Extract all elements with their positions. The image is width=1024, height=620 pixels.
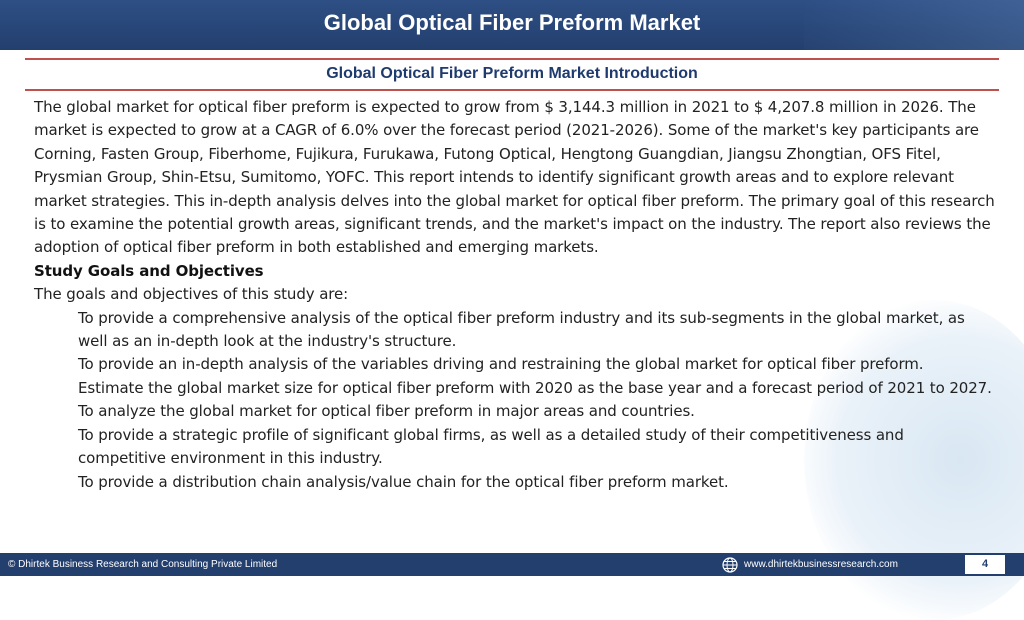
- website-url: www.dhirtekbusinessresearch.com: [744, 559, 898, 570]
- goal-item: To provide an in-depth analysis of the v…: [78, 355, 924, 374]
- goals-list: To provide a comprehensive analysis of t…: [34, 307, 996, 494]
- slide-footer: © Dhirtek Business Research and Consulti…: [0, 553, 1024, 576]
- slide-header: Global Optical Fiber Preform Market: [0, 0, 1024, 50]
- website-link[interactable]: www.dhirtekbusinessresearch.com: [722, 553, 898, 576]
- goals-intro: The goals and objectives of this study a…: [34, 285, 349, 304]
- section-subtitle: Global Optical Fiber Preform Market Intr…: [326, 65, 698, 82]
- globe-icon: [722, 556, 738, 573]
- goal-item: Estimate the global market size for opti…: [78, 378, 992, 397]
- goal-item: To provide a strategic profile of signif…: [78, 425, 904, 468]
- page-number: 4: [965, 555, 1005, 574]
- goal-item: To provide a comprehensive analysis of t…: [78, 308, 965, 351]
- goals-heading: Study Goals and Objectives: [34, 261, 264, 280]
- body-content: The global market for optical fiber pref…: [34, 96, 996, 494]
- subtitle-top-rule: [25, 58, 999, 60]
- subtitle-bottom-rule: [25, 89, 999, 91]
- header-accent: [804, 0, 1024, 50]
- copyright-text: © Dhirtek Business Research and Consulti…: [8, 559, 278, 570]
- slide-title: Global Optical Fiber Preform Market: [323, 10, 701, 35]
- goal-item: To provide a distribution chain analysis…: [78, 472, 729, 491]
- goal-item: To analyze the global market for optical…: [78, 402, 695, 421]
- intro-paragraph: The global market for optical fiber pref…: [34, 98, 995, 257]
